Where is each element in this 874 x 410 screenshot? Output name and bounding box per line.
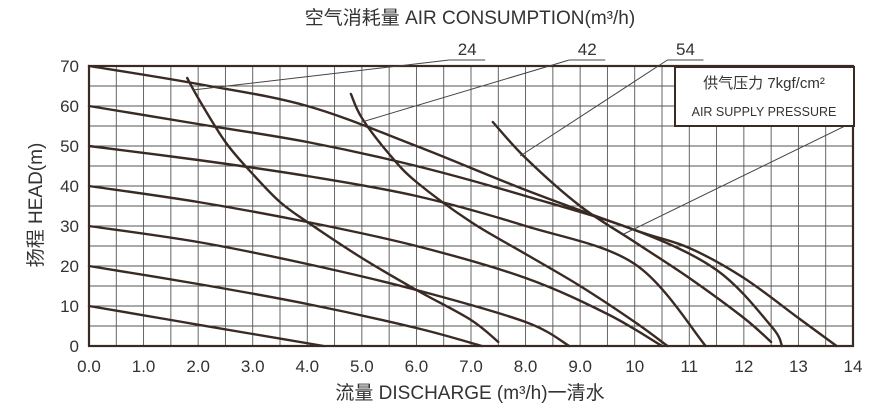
y-tick-label: 50 <box>60 137 79 156</box>
air-curve-24 <box>186 76 500 344</box>
y-tick-label: 10 <box>60 297 79 316</box>
x-tick-label: 14 <box>844 357 863 376</box>
x-axis-label: 流量 DISCHARGE (m³/h)一清水 <box>335 382 604 404</box>
pressure-curve-3 <box>87 224 571 348</box>
y-tick-label: 20 <box>60 257 79 276</box>
y-tick-label: 40 <box>60 177 79 196</box>
x-tick-label: 1.0 <box>132 357 156 376</box>
pressure-leader-line <box>623 125 846 235</box>
x-tick-label: 0.0 <box>77 357 101 376</box>
legend-box: 供气压力 7kgf/cm² AIR SUPPLY PRESSURE <box>674 66 855 127</box>
legend-line-2: AIR SUPPLY PRESSURE <box>692 105 837 119</box>
air-consumption-labels: 24 42 54 <box>458 40 695 59</box>
x-tick-label: 8.0 <box>514 357 538 376</box>
legend-box-frame <box>674 66 855 127</box>
pressure-curve-5 <box>87 144 707 348</box>
x-tick-label: 9.0 <box>568 357 592 376</box>
x-tick-label: 12 <box>734 357 753 376</box>
y-axis-label: 扬程 HEAD(m) <box>25 143 47 268</box>
x-tick-label: 5.0 <box>350 357 374 376</box>
y-tick-label: 70 <box>60 57 79 76</box>
x-tick-label: 6.0 <box>405 357 429 376</box>
pressure-curve-1 <box>87 304 325 348</box>
x-tick-label: 11 <box>680 357 698 376</box>
x-tick-label: 10 <box>625 357 644 376</box>
x-axis-ticks: 0.0 1.0 2.0 3.0 4.0 5.0 6.0 7.0 8.0 9.0 10 11 12 13 14 <box>77 357 862 376</box>
x-tick-label: 7.0 <box>459 357 483 376</box>
y-axis-ticks: 0 10 20 30 40 50 60 70 <box>60 57 79 356</box>
air-curve-42 <box>349 92 669 348</box>
y-tick-label: 0 <box>70 337 79 356</box>
air-label-54: 54 <box>676 40 695 59</box>
x-tick-label: 4.0 <box>295 357 319 376</box>
air-label-24: 24 <box>458 40 477 59</box>
chart-title: 空气消耗量 AIR CONSUMPTION(m³/h) <box>305 7 635 29</box>
pressure-curves <box>87 64 838 348</box>
x-tick-label: 13 <box>789 357 808 376</box>
leader-line-42 <box>361 59 570 123</box>
label-leaders <box>192 59 846 235</box>
pressure-curve-2 <box>87 264 484 348</box>
leader-line-24 <box>192 59 450 91</box>
plot-border <box>87 64 855 348</box>
x-tick-label: 3.0 <box>241 357 265 376</box>
leader-line-54 <box>519 59 668 157</box>
air-consumption-curves <box>186 76 773 348</box>
air-label-42: 42 <box>578 40 597 59</box>
pressure-curve-6 <box>87 104 784 348</box>
y-tick-label: 60 <box>60 97 79 116</box>
plot-frame <box>87 64 855 348</box>
legend-line-1: 供气压力 7kgf/cm² <box>703 75 825 92</box>
x-tick-label: 2.0 <box>186 357 210 376</box>
air-curve-54 <box>491 120 773 344</box>
y-tick-label: 30 <box>60 217 79 236</box>
pressure-curve-7 <box>87 64 838 348</box>
pressure-curve-4 <box>87 184 664 348</box>
